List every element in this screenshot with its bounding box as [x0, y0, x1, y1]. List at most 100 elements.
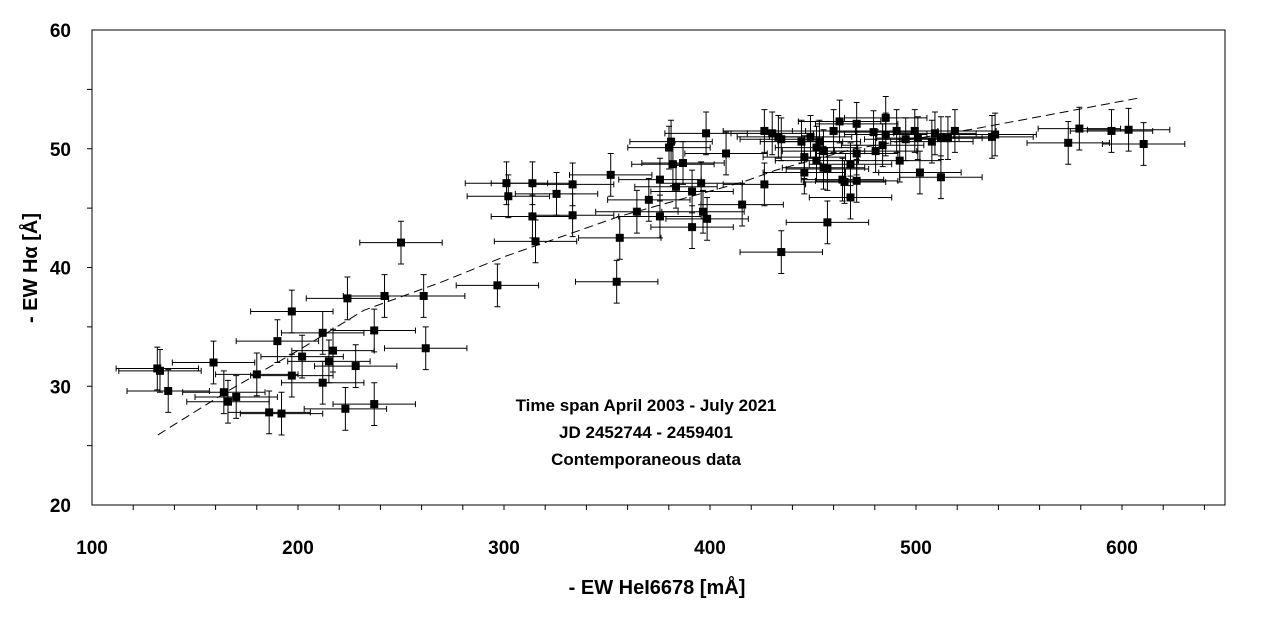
point-marker — [852, 119, 861, 128]
minor-ticks — [87, 88, 1205, 510]
x-tick-label: 500 — [900, 538, 932, 559]
y-tick-label: 50 — [50, 140, 71, 161]
point-marker — [738, 200, 747, 209]
data-point — [802, 160, 887, 204]
data-point — [359, 220, 443, 265]
data-point — [530, 193, 615, 238]
point-marker — [343, 294, 352, 303]
point-marker — [777, 135, 786, 144]
point-marker — [568, 180, 577, 189]
point-marker — [703, 214, 712, 223]
data-point — [227, 390, 311, 435]
point-marker — [943, 134, 952, 143]
point-marker — [688, 187, 697, 196]
annotation-line-2: JD 2452744 - 2459401 — [559, 423, 733, 442]
data-point — [840, 123, 925, 168]
y-axis-label: - EW Hα [Å] — [18, 213, 42, 323]
data-point — [332, 308, 416, 353]
point-marker — [881, 130, 890, 139]
point-marker — [655, 212, 664, 221]
point-marker — [324, 357, 333, 366]
point-marker — [672, 182, 681, 191]
x-axis-label: - EW HeI6678 [mÅ] — [569, 575, 746, 599]
point-marker — [612, 277, 621, 286]
data-point — [239, 391, 324, 436]
point-marker — [318, 328, 327, 337]
data-point — [466, 174, 551, 219]
point-marker — [655, 175, 664, 184]
point-marker — [219, 388, 228, 397]
data-point — [700, 182, 784, 227]
point-marker — [531, 237, 540, 246]
point-marker — [777, 248, 786, 257]
data-point — [235, 319, 320, 363]
x-tick-label: 600 — [1106, 538, 1138, 559]
point-marker — [846, 160, 855, 169]
point-marker — [698, 207, 707, 216]
data-point — [381, 274, 466, 318]
x-tick-label: 300 — [488, 538, 520, 559]
data-point — [722, 162, 807, 207]
point-marker — [351, 362, 360, 371]
point-marker — [800, 168, 809, 177]
data-point — [629, 119, 713, 164]
point-marker — [632, 207, 641, 216]
point-marker — [688, 223, 697, 232]
data-point — [785, 147, 870, 191]
point-marker — [287, 371, 296, 380]
data-point — [650, 169, 734, 214]
point-marker — [823, 218, 832, 227]
point-marker — [991, 130, 1000, 139]
point-marker — [252, 370, 261, 379]
data-point — [250, 353, 334, 398]
data-point — [569, 153, 653, 197]
point-marker — [606, 170, 615, 179]
point-marker — [155, 366, 164, 375]
data-point — [684, 131, 768, 176]
data-point — [215, 352, 299, 397]
point-marker — [846, 193, 855, 202]
y-tick-label: 20 — [50, 496, 71, 517]
data-point — [665, 196, 749, 241]
data-point — [618, 194, 702, 239]
point-marker — [493, 281, 502, 290]
data-point — [384, 326, 468, 371]
point-marker — [679, 159, 688, 167]
data-point — [194, 375, 278, 419]
y-tick-labels: 20 30 40 50 60 — [50, 21, 71, 517]
point-marker — [265, 408, 274, 417]
point-marker — [528, 212, 537, 221]
point-marker — [878, 141, 887, 150]
point-marker — [273, 337, 282, 346]
point-marker — [668, 160, 677, 169]
point-marker — [1139, 140, 1148, 148]
point-marker — [702, 129, 711, 138]
point-marker — [1124, 125, 1133, 134]
data-point — [118, 348, 202, 393]
data-point — [182, 370, 266, 415]
data-point — [814, 158, 899, 203]
data-points — [115, 96, 1186, 436]
point-marker — [930, 129, 939, 138]
y-tick-label: 30 — [50, 377, 71, 398]
point-marker — [419, 292, 428, 300]
point-marker — [823, 164, 832, 173]
point-marker — [209, 358, 218, 367]
data-point — [899, 155, 983, 200]
point-marker — [852, 176, 861, 185]
data-point — [303, 386, 388, 431]
x-tick-labels: 100 200 300 400 500 600 — [76, 538, 1138, 559]
point-marker — [568, 211, 577, 220]
data-point — [739, 230, 823, 274]
y-tick-label: 40 — [50, 259, 71, 280]
data-point — [281, 360, 365, 405]
point-marker — [871, 147, 880, 156]
data-point — [332, 382, 416, 426]
point-marker — [722, 149, 731, 158]
data-point — [844, 112, 928, 157]
x-tick-label: 400 — [694, 538, 726, 559]
point-marker — [901, 135, 910, 144]
data-point — [1069, 109, 1154, 153]
point-marker — [852, 149, 861, 158]
